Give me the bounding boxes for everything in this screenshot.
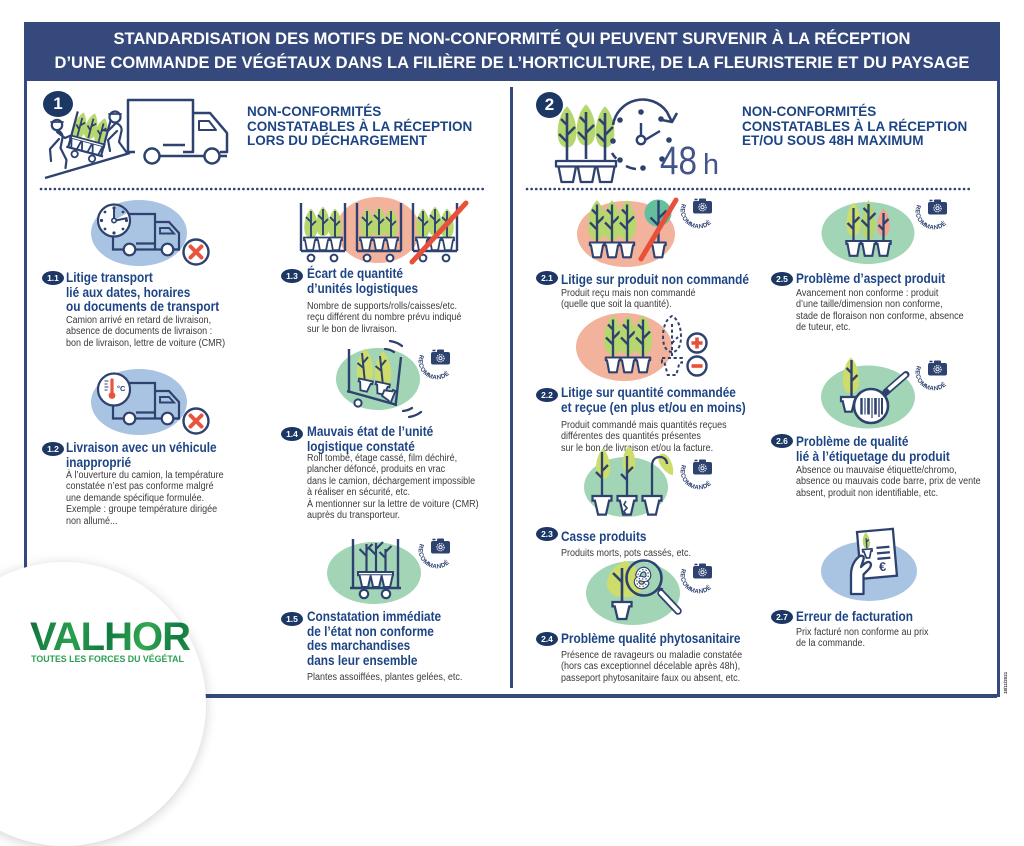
svg-text:°C: °C	[117, 384, 126, 393]
svg-text:48: 48	[660, 139, 697, 183]
svg-text:h: h	[703, 149, 719, 181]
svg-text:€: €	[879, 560, 887, 575]
